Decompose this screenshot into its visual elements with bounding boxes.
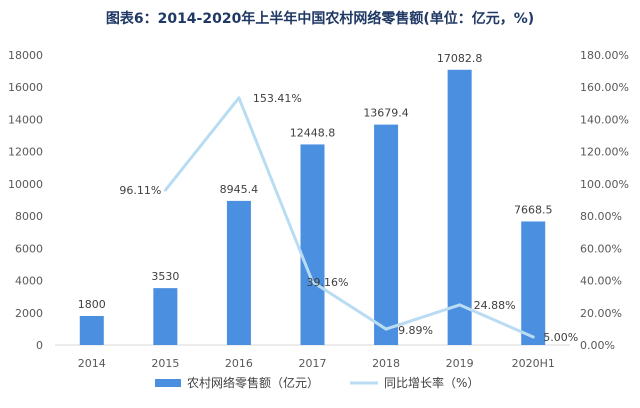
line-data-label: 39.16% [307,276,349,289]
line-data-label: 96.11% [119,184,161,197]
line-point [237,96,241,100]
line-point [384,327,388,331]
bar-data-label: 1800 [78,298,106,311]
bar [226,200,251,345]
x-tick-label: 2017 [299,357,327,370]
y-left-tick-label: 2000 [15,307,43,320]
bar [447,69,472,346]
x-tick-label: 2015 [151,357,179,370]
y-right-tick-label: 100.00% [580,178,629,191]
y-right-tick-label: 20.00% [580,307,622,320]
bar-data-label: 3530 [151,270,179,283]
bar-data-label: 7668.5 [514,203,553,216]
legend-bar-label: 农村网络零售额（亿元） [187,375,319,390]
y-right-tick-label: 160.00% [580,81,629,94]
line-point [531,335,535,339]
y-right-tick-label: 140.00% [580,113,629,126]
legend-line-label: 同比增长率（%） [384,375,479,390]
chart-title: 图表6：2014-2020年上半年中国农村网络零售额(单位：亿元，%) [105,11,535,27]
y-left-tick-label: 8000 [15,210,43,223]
bar [521,221,546,345]
x-tick-label: 2014 [78,357,106,370]
y-left-tick-label: 0 [36,339,43,352]
y-left-tick-label: 18000 [8,49,43,62]
y-right-tick-label: 80.00% [580,210,622,223]
line-data-label: 5.00% [543,331,578,344]
bar-data-label: 8945.4 [220,183,259,196]
line-data-label: 9.89% [398,324,433,337]
bar [374,124,399,345]
growth-rate-line [164,96,534,339]
line-point [311,280,314,284]
y-right-tick-label: 40.00% [580,275,622,288]
y-right-tick-label: 60.00% [580,242,622,255]
bar-data-label: 13679.4 [363,107,409,120]
bar [300,144,325,345]
bar [79,316,104,345]
y-left-tick-label: 6000 [15,242,43,255]
x-tick-label: 2018 [372,357,400,370]
line-point [458,303,462,307]
bar [153,288,178,345]
x-tick-label: 2016 [225,357,253,370]
legend-bar-swatch [155,379,181,387]
x-tick-label: 2019 [446,357,474,370]
line-point [163,188,167,192]
y-left-tick-label: 10000 [8,178,43,191]
bar-data-label: 17082.8 [437,52,483,65]
line-data-label: 153.41% [253,92,302,105]
y-right-tick-label: 180.00% [580,49,629,62]
bar-data-label: 12448.8 [290,126,336,139]
line-data-label: 24.88% [474,299,516,312]
y-left-tick-label: 14000 [8,113,43,126]
y-left-tick-label: 4000 [15,275,43,288]
y-left-tick-label: 12000 [8,146,43,159]
y-right-tick-label: 0.00% [580,339,615,352]
y-right-tick-label: 120.00% [580,146,629,159]
x-tick-label: 2020H1 [512,357,555,370]
y-left-tick-label: 16000 [8,81,43,94]
